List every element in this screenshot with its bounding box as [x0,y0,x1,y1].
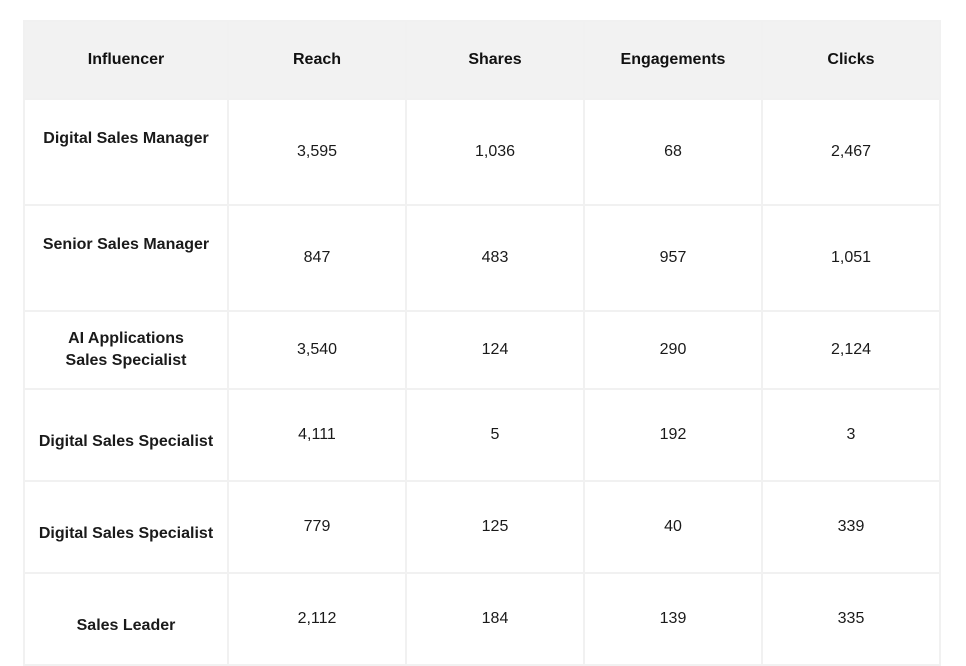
header-engagements: Engagements [583,20,763,100]
engagements-cell: 139 [583,572,763,666]
clicks-cell: 2,467 [761,98,941,206]
influencer-link[interactable]: Sales Leader [23,572,229,666]
header-shares: Shares [405,20,585,100]
engagements-cell: 40 [583,480,763,574]
table-row: AI Applications Sales Specialist 3,540 1… [23,310,941,390]
engagements-cell: 68 [583,98,763,206]
reach-cell: 779 [227,480,407,574]
influencer-name[interactable]: Digital Sales Specialist [38,525,214,542]
header-clicks: Clicks [761,20,941,100]
table-row: Sales Leader 2,112 184 139 335 [23,572,941,666]
engagements-cell: 290 [583,310,763,390]
reach-cell: 847 [227,204,407,312]
influencer-name[interactable]: Digital Sales Manager [43,130,209,147]
shares-cell: 5 [405,388,585,482]
influencer-link[interactable]: Digital Sales Specialist [23,388,229,482]
influencer-name[interactable]: Sales Leader [76,617,176,634]
shares-cell: 124 [405,310,585,390]
shares-cell: 184 [405,572,585,666]
table-row: Digital Sales Specialist 779 125 40 339 [23,480,941,574]
clicks-cell: 3 [761,388,941,482]
influencer-name[interactable]: AI Applications Sales Specialist [65,330,187,369]
clicks-cell: 2,124 [761,310,941,390]
table-row: Digital Sales Specialist 4,111 5 192 3 [23,388,941,482]
influencer-link[interactable]: Digital Sales Specialist [23,480,229,574]
reach-cell: 3,540 [227,310,407,390]
shares-cell: 1,036 [405,98,585,206]
reach-cell: 3,595 [227,98,407,206]
header-row: Influencer Reach Shares Engagements Clic… [23,20,941,100]
clicks-cell: 335 [761,572,941,666]
table-row: Senior Sales Manager 847 483 957 1,051 [23,204,941,312]
shares-cell: 483 [405,204,585,312]
clicks-cell: 339 [761,480,941,574]
influencer-link[interactable]: Senior Sales Manager [23,204,229,312]
shares-cell: 125 [405,480,585,574]
reach-cell: 2,112 [227,572,407,666]
table-row: Digital Sales Manager 3,595 1,036 68 2,4… [23,98,941,206]
header-reach: Reach [227,20,407,100]
reach-cell: 4,111 [227,388,407,482]
influencer-link[interactable]: AI Applications Sales Specialist [23,310,229,390]
influencer-name[interactable]: Digital Sales Specialist [38,433,214,450]
influencer-link[interactable]: Digital Sales Manager [23,98,229,206]
engagements-cell: 192 [583,388,763,482]
influencer-table: Influencer Reach Shares Engagements Clic… [23,20,941,666]
header-influencer: Influencer [23,20,229,100]
engagements-cell: 957 [583,204,763,312]
clicks-cell: 1,051 [761,204,941,312]
influencer-name[interactable]: Senior Sales Manager [42,236,210,253]
